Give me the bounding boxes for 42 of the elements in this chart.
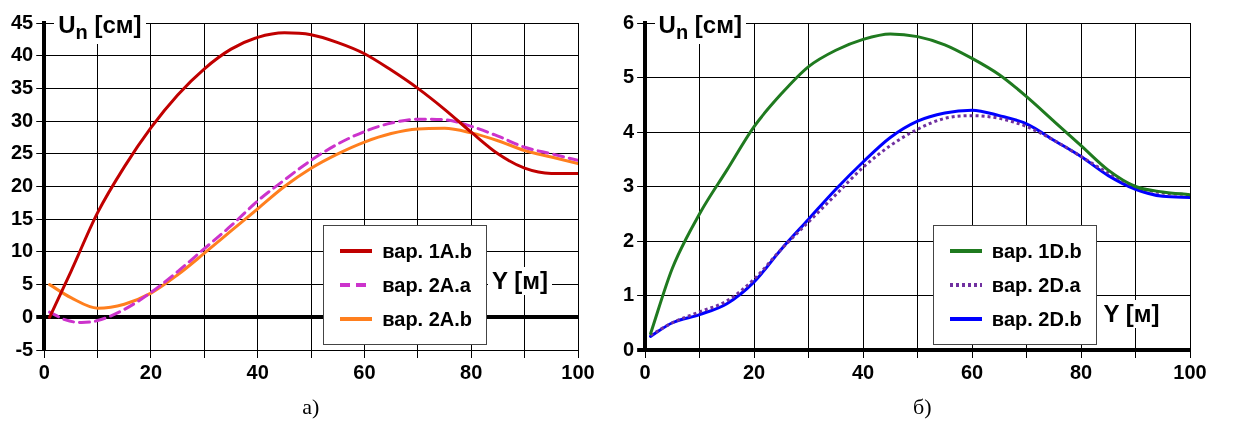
- x-tick-label: 0: [639, 360, 651, 383]
- x-tick-label: 0: [38, 360, 50, 383]
- y-tick-label: 6: [622, 10, 634, 33]
- y-tick-label: 25: [11, 141, 34, 164]
- y-tick-label: 40: [11, 43, 34, 66]
- y-tick-label: 1: [622, 283, 634, 306]
- legend-label: вар. 1D.b: [991, 239, 1082, 263]
- y-tick-label: 35: [11, 75, 34, 98]
- legend-label: вар. 2A.a: [382, 273, 471, 297]
- y-tick-label: 20: [11, 174, 34, 197]
- y-tick-label: 0: [622, 337, 634, 360]
- y-tick-label: 3: [622, 174, 634, 197]
- x-axis-title: Y [м]: [488, 267, 552, 296]
- text: б): [912, 394, 933, 420]
- x-tick-label: 80: [460, 360, 483, 383]
- y-tick-label: -5: [15, 337, 34, 360]
- y-axis-title: U$_{n}$ [см]: [54, 11, 146, 44]
- y-tick-label: 5: [622, 65, 634, 88]
- x-tick-label: 20: [139, 360, 163, 383]
- x-tick-label: 40: [246, 360, 269, 383]
- legend-label: вар. 2D.a: [991, 273, 1081, 297]
- y-axis-title: U$_{n}$ [см]: [654, 11, 746, 44]
- legend-label: вар. 2D.b: [991, 307, 1082, 331]
- x-axis-title: Y [м]: [1099, 300, 1164, 328]
- y-tick-label: 2: [622, 228, 634, 251]
- y-tick-label: 15: [11, 206, 34, 229]
- y-tick-label: 30: [11, 108, 34, 131]
- y-tick-label: 45: [11, 10, 34, 33]
- x-tick-label: 100: [1172, 360, 1207, 383]
- x-tick-label: 80: [1069, 360, 1092, 383]
- y-tick-label: 4: [622, 119, 635, 142]
- x-tick-label: 20: [742, 360, 765, 383]
- y-tick-label: 5: [22, 272, 34, 295]
- legend-label: вар. 2A.b: [382, 307, 473, 331]
- x-tick-label: 60: [960, 360, 983, 383]
- y-tick-label: 0: [22, 304, 34, 327]
- y-tick-label: 10: [11, 239, 34, 262]
- text: а): [301, 394, 321, 420]
- x-tick-label: 100: [561, 360, 595, 383]
- legend-label: вар. 1A.b: [382, 239, 473, 263]
- x-tick-label: 40: [851, 360, 874, 383]
- x-tick-label: 60: [353, 360, 376, 383]
